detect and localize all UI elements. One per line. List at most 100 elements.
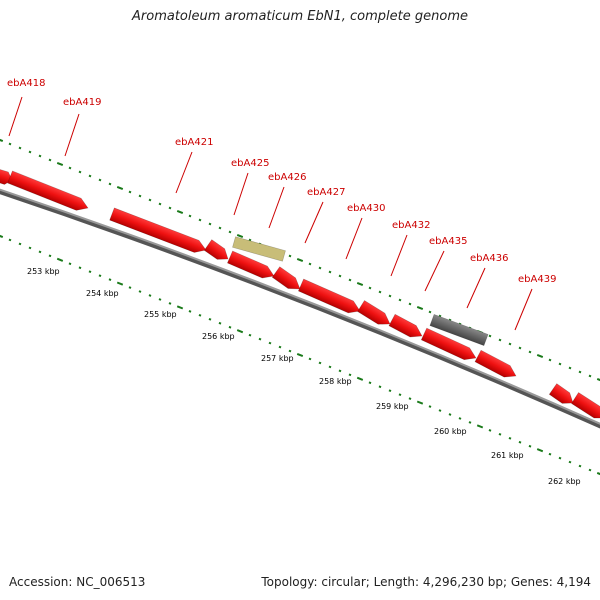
inner-tick [278, 345, 282, 349]
inner-tick [578, 464, 582, 468]
gene-arrow[interactable] [227, 250, 276, 282]
inner-tick [398, 393, 402, 397]
outer-tick [208, 222, 212, 226]
gene-leader-line [390, 234, 408, 277]
inner-tick [236, 329, 244, 334]
inner-tick [588, 468, 592, 472]
outer-tick [236, 233, 244, 239]
inner-tick [518, 440, 522, 444]
inner-tick [308, 357, 312, 361]
outer-tick [28, 150, 32, 154]
gene-leader-line [268, 186, 285, 229]
kbp-scale-label: 257 kbp [261, 354, 294, 363]
outer-tick [568, 366, 572, 370]
kbp-scale-label: 258 kbp [319, 377, 352, 386]
inner-tick [258, 337, 262, 341]
gene-arrow[interactable] [571, 392, 600, 424]
map-title: Aromatoleum aromaticum EbN1, complete ge… [132, 9, 468, 24]
outer-tick [218, 226, 222, 230]
gene-arrow[interactable] [420, 327, 478, 364]
inner-tick [208, 317, 212, 321]
gene-arrow[interactable] [297, 278, 362, 317]
inner-tick [348, 373, 352, 377]
outer-tick [328, 270, 332, 274]
gene-label[interactable]: ebA418 [7, 78, 45, 89]
genome-summary: Topology: circular; Length: 4,296,230 bp… [261, 575, 591, 589]
gene-label[interactable]: ebA430 [347, 203, 385, 214]
outer-tick [248, 238, 252, 242]
gene-arrow[interactable] [474, 349, 519, 382]
outer-tick [98, 178, 102, 182]
inner-tick [356, 376, 364, 381]
gene-label[interactable]: ebA435 [429, 236, 467, 247]
outer-tick [508, 342, 512, 346]
gene-leader-line [304, 201, 324, 244]
outer-tick [138, 194, 142, 198]
outer-tick [378, 290, 382, 294]
outer-tick [348, 278, 352, 282]
outer-tick [548, 358, 552, 362]
gene-leader-line [514, 288, 533, 331]
outer-tick [578, 370, 582, 374]
inner-tick [158, 298, 162, 301]
inner-tick [268, 341, 272, 345]
outer-tick [168, 206, 172, 210]
inner-tick [68, 262, 72, 266]
gene-leader-line [8, 96, 23, 137]
gene-label[interactable]: ebA426 [268, 172, 306, 183]
outer-tick [528, 350, 532, 354]
highlight-feature[interactable] [232, 236, 286, 262]
inner-tick [508, 436, 512, 440]
outer-tick [498, 338, 502, 342]
outer-tick [288, 254, 292, 258]
outer-tick [8, 142, 12, 146]
outer-tick [338, 274, 342, 278]
gray-feature[interactable] [429, 313, 489, 347]
gene-label[interactable]: ebA419 [63, 97, 101, 108]
outer-tick [428, 310, 432, 314]
kbp-scale-label: 261 kbp [491, 451, 524, 460]
gene-arrow[interactable] [203, 239, 231, 265]
gene-label[interactable]: ebA425 [231, 158, 269, 169]
inner-tick [148, 294, 152, 297]
outer-tick [18, 146, 22, 150]
gene-arrow[interactable] [271, 266, 304, 295]
gene-arrow[interactable] [388, 313, 425, 341]
accession-text: Accession: NC_006513 [9, 575, 146, 589]
kbp-scale-label: 255 kbp [144, 310, 177, 319]
outer-tick [188, 214, 192, 218]
gene-label[interactable]: ebA421 [175, 137, 213, 148]
inner-tick [8, 238, 12, 242]
inner-tick [28, 246, 32, 250]
gene-leader-line [424, 250, 445, 292]
inner-tick [388, 389, 392, 393]
gene-arrow[interactable] [357, 300, 394, 329]
inner-tick [448, 413, 452, 416]
outer-tick [296, 257, 304, 263]
outer-tick [68, 166, 72, 170]
gene-arrow[interactable] [7, 170, 91, 214]
outer-tick [56, 161, 64, 167]
gene-arrow[interactable] [548, 383, 576, 409]
outer-tick [438, 314, 442, 318]
outer-tick [448, 318, 452, 322]
gene-arrow[interactable] [109, 207, 209, 256]
inner-tick [408, 397, 412, 400]
inner-tick [188, 310, 192, 313]
inner-tick [528, 444, 532, 448]
outer-tick [518, 346, 522, 350]
kbp-scale-label: 259 kbp [376, 402, 409, 411]
gene-label[interactable]: ebA436 [470, 253, 508, 264]
gene-label[interactable]: ebA432 [392, 220, 430, 231]
outer-tick [176, 209, 184, 215]
gene-label[interactable]: ebA439 [518, 274, 556, 285]
inner-tick [536, 448, 544, 453]
gene-label[interactable]: ebA427 [307, 187, 345, 198]
inner-tick [48, 254, 52, 258]
outer-tick [588, 374, 592, 378]
inner-tick [228, 325, 232, 329]
outer-tick [78, 170, 82, 174]
kbp-scale-label: 256 kbp [202, 332, 235, 341]
inner-tick [416, 400, 424, 405]
outer-tick [308, 262, 312, 266]
